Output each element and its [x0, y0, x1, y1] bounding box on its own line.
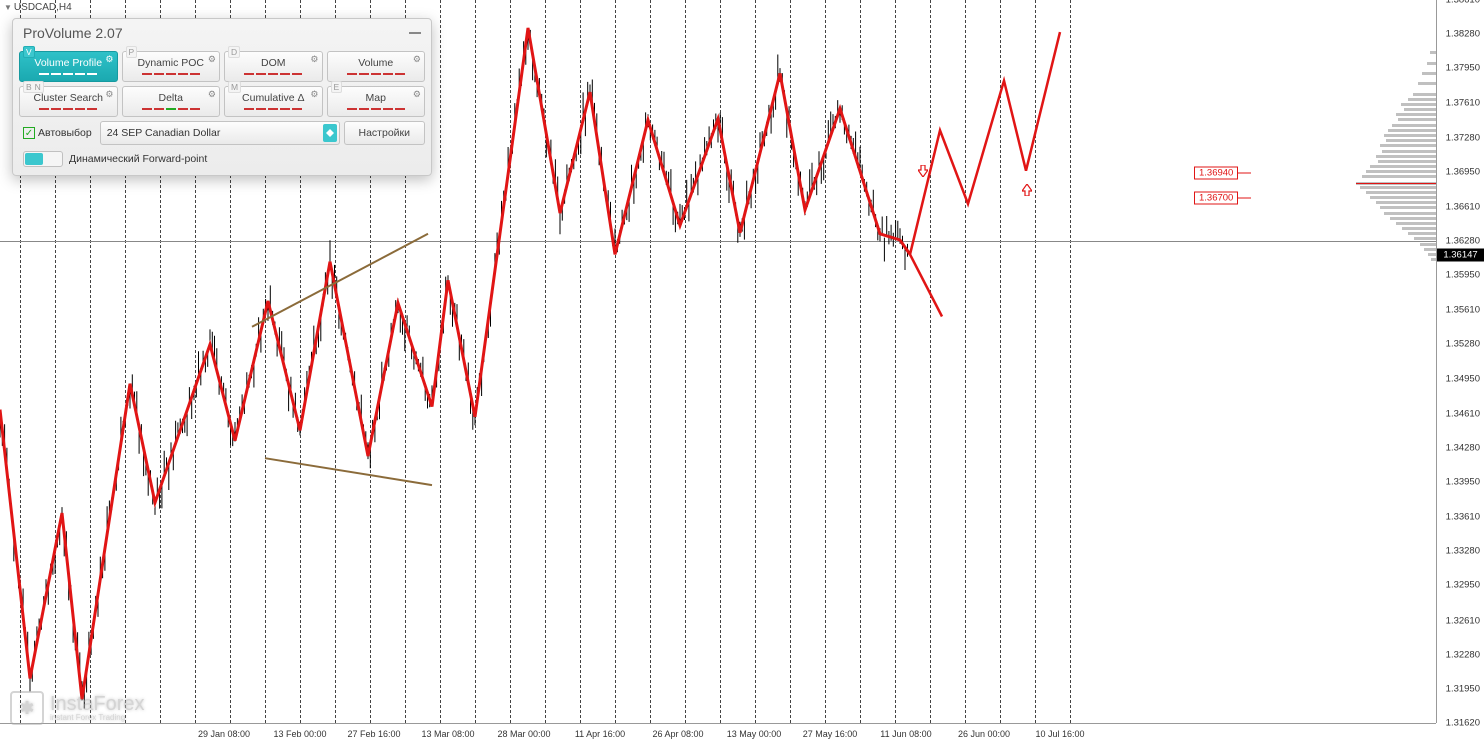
x-axis: 29 Jan 08:00 13 Feb 00:00 27 Feb 16:00 13 M… — [0, 723, 1436, 741]
pv-button-cumulative-[interactable]: M⚙Cumulative Δ — [224, 86, 323, 117]
pv-button-dom[interactable]: D⚙DOM — [224, 51, 323, 82]
pv-button-volume-profile[interactable]: V⚙Volume Profile — [19, 51, 118, 82]
forecast-down — [910, 254, 942, 316]
settings-button[interactable]: Настройки — [344, 121, 426, 145]
y-tick: 1.32950 — [1446, 580, 1480, 591]
y-tick: 1.37280 — [1446, 132, 1480, 143]
pv-button-volume[interactable]: ⚙Volume — [327, 51, 426, 82]
y-axis: 1.38610 1.38280 1.37950 1.37610 1.37280 1.369… — [1436, 0, 1484, 723]
y-tick: 1.34280 — [1446, 442, 1480, 453]
x-tick: 13 May 00:00 — [727, 729, 782, 739]
autoselect-label: Автовыбор — [38, 127, 92, 139]
forward-point-label: Динамический Forward-point — [69, 153, 207, 165]
y-tick: 1.31950 — [1446, 683, 1480, 694]
symbol-tab[interactable]: ▼ USDCAD,H4 — [4, 2, 72, 13]
pv-button-delta[interactable]: ⚙Delta — [122, 86, 221, 117]
x-tick: 13 Feb 00:00 — [273, 729, 326, 739]
y-tick: 1.35280 — [1446, 339, 1480, 350]
current-price-marker: 1.36147 — [1437, 248, 1484, 261]
gear-icon[interactable]: ⚙ — [413, 89, 421, 100]
y-tick: 1.36280 — [1446, 236, 1480, 247]
forecast-up — [910, 32, 1060, 254]
contract-select[interactable]: 24 SEP Canadian Dollar — [100, 121, 340, 145]
gear-icon[interactable]: ⚙ — [208, 54, 216, 65]
pv-button-cluster-search[interactable]: BN⚙Cluster Search — [19, 86, 118, 117]
x-tick: 26 Jun 00:00 — [958, 729, 1010, 739]
y-tick: 1.35610 — [1446, 305, 1480, 316]
y-tick: 1.32610 — [1446, 615, 1480, 626]
watermark: ✱ InstaForex instant Forex Trading — [10, 691, 144, 725]
stepper-icon[interactable] — [323, 124, 337, 142]
check-icon: ✓ — [23, 127, 35, 139]
y-tick: 1.37950 — [1446, 63, 1480, 74]
gear-icon[interactable]: ⚙ — [208, 89, 216, 100]
provolume-panel[interactable]: ProVolume 2.07 V⚙Volume ProfileP⚙Dynamic… — [12, 18, 432, 176]
forecast-arrow-up — [1022, 184, 1032, 196]
gear-icon[interactable]: ⚙ — [310, 89, 318, 100]
forecast-arrow-down — [918, 165, 928, 177]
x-tick: 29 Jan 08:00 — [198, 729, 250, 739]
y-tick: 1.33280 — [1446, 546, 1480, 557]
gear-icon[interactable]: ⚙ — [105, 54, 113, 65]
autoselect-checkbox[interactable]: ✓ Автовыбор — [19, 121, 96, 145]
logo-icon: ✱ — [10, 691, 44, 725]
y-tick: 1.32280 — [1446, 649, 1480, 660]
y-tick: 1.31620 — [1446, 718, 1480, 729]
y-tick: 1.36610 — [1446, 201, 1480, 212]
y-tick: 1.34610 — [1446, 408, 1480, 419]
chart-container: ▼ USDCAD,H4 1.38610 1.38280 1.37950 1.37610… — [0, 0, 1484, 741]
y-tick: 1.38280 — [1446, 29, 1480, 40]
gear-icon[interactable]: ⚙ — [413, 54, 421, 65]
y-tick: 1.34950 — [1446, 373, 1480, 384]
gear-icon[interactable]: ⚙ — [310, 54, 318, 65]
price-label: 1.36940 — [1194, 166, 1238, 179]
x-tick: 10 Jul 16:00 — [1035, 729, 1084, 739]
panel-body: V⚙Volume ProfileP⚙Dynamic POCD⚙DOM⚙Volum… — [13, 45, 431, 175]
contract-value: 24 SEP Canadian Dollar — [107, 127, 221, 139]
x-tick: 26 Apr 08:00 — [652, 729, 703, 739]
gear-icon[interactable]: ⚙ — [105, 89, 113, 100]
x-tick: 28 Mar 00:00 — [497, 729, 550, 739]
y-tick: 1.38610 — [1446, 0, 1480, 6]
dropdown-icon: ▼ — [4, 3, 12, 12]
watermark-brand: InstaForex — [50, 694, 144, 714]
x-tick: 11 Apr 16:00 — [575, 729, 625, 739]
watermark-tagline: instant Forex Trading — [50, 714, 144, 722]
y-tick: 1.33610 — [1446, 512, 1480, 523]
x-tick: 11 Jun 08:00 — [880, 729, 931, 739]
x-tick: 27 Feb 16:00 — [347, 729, 400, 739]
y-tick: 1.36950 — [1446, 166, 1480, 177]
x-tick: 27 May 16:00 — [803, 729, 858, 739]
price-label: 1.36700 — [1194, 191, 1238, 204]
pv-button-dynamic-poc[interactable]: P⚙Dynamic POC — [122, 51, 221, 82]
x-tick: 13 Mar 08:00 — [421, 729, 474, 739]
panel-title: ProVolume 2.07 — [23, 25, 123, 41]
panel-titlebar[interactable]: ProVolume 2.07 — [13, 19, 431, 45]
pv-button-map[interactable]: E⚙Map — [327, 86, 426, 117]
trendline — [265, 458, 432, 485]
y-tick: 1.35950 — [1446, 270, 1480, 281]
minimize-icon[interactable] — [409, 32, 421, 34]
symbol-label: USDCAD,H4 — [14, 2, 72, 13]
y-tick: 1.37610 — [1446, 98, 1480, 109]
y-tick: 1.33950 — [1446, 477, 1480, 488]
forward-point-toggle[interactable] — [23, 151, 63, 167]
